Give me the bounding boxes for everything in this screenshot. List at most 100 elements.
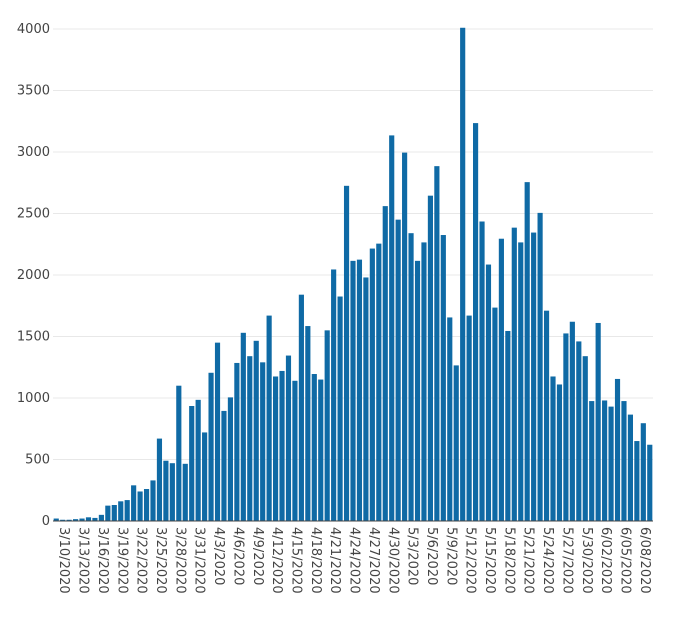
bar <box>485 264 492 521</box>
x-tick-label: 5/18/2020 <box>501 527 516 594</box>
y-tick-label: 500 <box>25 453 50 468</box>
bar <box>602 400 608 521</box>
x-axis-ticks: 3/10/2020 3/13/2020 3/16/2020 3/19/2020 3/22… <box>56 527 652 594</box>
bar <box>92 517 98 521</box>
y-tick-label: 2000 <box>17 268 50 283</box>
x-tick-label: 5/21/2020 <box>521 527 536 594</box>
bar <box>511 227 517 521</box>
bar <box>240 332 246 521</box>
x-tick-label: 4/18/2020 <box>308 527 323 594</box>
bar <box>505 330 511 521</box>
y-tick-label: 1500 <box>17 330 50 345</box>
y-tick-label: 3000 <box>17 145 50 160</box>
bar <box>466 315 472 521</box>
x-tick-label: 3/10/2020 <box>56 527 71 594</box>
x-tick-label: 5/6/2020 <box>424 527 439 585</box>
bar <box>182 463 188 521</box>
x-tick-label: 4/21/2020 <box>327 527 342 594</box>
bar <box>331 269 337 521</box>
bar <box>453 365 459 521</box>
bar <box>137 491 143 521</box>
bar <box>305 326 311 521</box>
y-tick-label: 4000 <box>17 22 50 37</box>
bar <box>85 517 92 521</box>
bar <box>318 379 324 521</box>
x-tick-label: 3/28/2020 <box>172 527 187 594</box>
bar <box>563 333 569 521</box>
bar <box>279 370 285 521</box>
bar <box>382 206 388 521</box>
x-tick-label: 4/30/2020 <box>385 527 400 594</box>
bar <box>79 518 85 521</box>
bar <box>608 406 614 521</box>
bar <box>414 260 421 521</box>
bar <box>98 514 104 521</box>
bar <box>324 330 330 521</box>
bar <box>350 260 356 521</box>
bar <box>298 294 304 521</box>
bar <box>614 378 621 521</box>
bar <box>492 307 498 521</box>
bar <box>473 123 479 521</box>
bar <box>421 242 427 521</box>
bar <box>311 374 317 521</box>
bar <box>363 277 369 521</box>
bar <box>143 489 150 521</box>
y-tick-label: 3500 <box>17 84 50 99</box>
bar <box>369 248 375 521</box>
bar <box>440 235 446 521</box>
bar <box>292 380 298 521</box>
bar <box>556 384 563 521</box>
bar <box>285 355 292 521</box>
bar <box>376 243 382 521</box>
bar <box>253 340 259 521</box>
bar <box>60 519 66 521</box>
bar <box>595 322 601 521</box>
bar <box>124 500 130 521</box>
bar <box>105 505 111 522</box>
bar <box>402 152 408 521</box>
x-tick-label: 5/3/2020 <box>405 527 420 585</box>
x-tick-label: 4/27/2020 <box>366 527 381 594</box>
bar <box>550 376 556 521</box>
x-tick-label: 5/27/2020 <box>559 527 574 594</box>
bar <box>640 423 646 521</box>
bar <box>569 321 575 521</box>
bar <box>589 401 595 521</box>
bar <box>234 362 240 521</box>
bar <box>389 135 395 521</box>
bar <box>247 356 253 521</box>
x-tick-label: 5/15/2020 <box>482 527 497 594</box>
bar <box>460 27 466 522</box>
bar <box>531 232 537 521</box>
bar <box>66 519 72 521</box>
bar <box>195 399 201 521</box>
bar <box>73 519 79 521</box>
bar <box>356 259 363 522</box>
bar <box>408 233 414 521</box>
bar <box>518 242 524 521</box>
bar <box>479 221 485 521</box>
bar <box>447 317 453 521</box>
y-tick-label: 1000 <box>17 391 50 406</box>
x-tick-label: 3/22/2020 <box>134 527 149 594</box>
bar <box>202 432 208 521</box>
bar <box>260 362 266 521</box>
bar <box>582 356 588 521</box>
bar <box>273 376 279 521</box>
bar <box>498 238 504 521</box>
bar <box>221 410 227 521</box>
x-tick-label: 4/3/2020 <box>211 527 226 585</box>
x-tick-label: 3/25/2020 <box>153 527 168 594</box>
x-tick-label: 4/9/2020 <box>250 527 265 585</box>
bar <box>537 212 543 521</box>
x-tick-label: 4/15/2020 <box>288 527 303 594</box>
bar <box>189 406 195 521</box>
x-tick-label: 4/6/2020 <box>230 527 245 585</box>
bar <box>176 385 182 521</box>
bar <box>576 341 582 521</box>
x-tick-label: 6/05/2020 <box>618 527 633 594</box>
y-tick-label: 2500 <box>17 207 50 222</box>
y-axis-ticks: 0 500 1000 1500 2000 2500 3000 3500 4000 <box>17 22 50 529</box>
